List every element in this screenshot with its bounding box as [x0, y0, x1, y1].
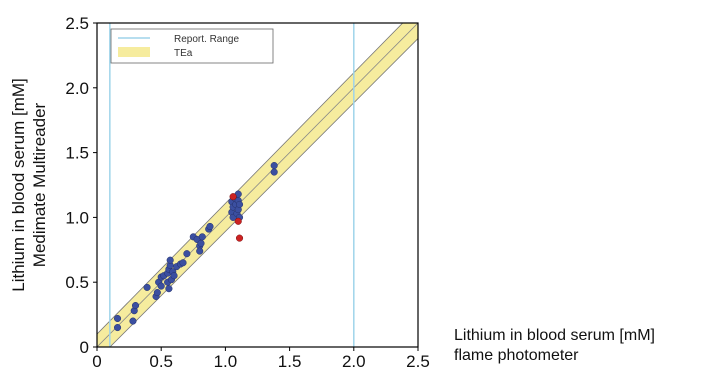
data-point-outlier [229, 193, 237, 201]
data-point [143, 283, 151, 291]
data-point [270, 162, 278, 170]
x-tick-label: 1.0 [214, 352, 238, 370]
y-tick-label: 1.0 [65, 208, 89, 227]
data-point [170, 272, 178, 280]
data-point [183, 250, 191, 258]
legend-box [110, 28, 274, 64]
data-point [198, 233, 206, 241]
x-tick-label: 0 [92, 352, 101, 370]
y-tick-label: 2.0 [65, 79, 89, 98]
data-point [131, 301, 140, 310]
tea-lower-edge [109, 38, 418, 347]
data-point-outlier [235, 234, 244, 242]
x-axis-label: Lithium in blood serum [mM] flame photom… [454, 326, 655, 366]
y-tick-label: 1.5 [65, 144, 89, 163]
x-axis-label-line1: Lithium in blood serum [mM] [454, 327, 655, 344]
plot-area [97, 23, 418, 347]
data-point [165, 285, 173, 293]
data-point [166, 256, 174, 264]
data-point [206, 222, 214, 231]
x-tick-label: 2.0 [342, 352, 366, 370]
y-tick-label: 2.5 [65, 14, 89, 33]
x-axis-label-line2: flame photometer [454, 347, 579, 364]
y-tick-label: 0 [80, 338, 89, 357]
data-point [197, 239, 205, 247]
data-point [153, 289, 161, 297]
data-point [157, 282, 165, 290]
legend-report-range-label: Report. Range [174, 34, 239, 45]
y-axis-label-line2: Medimate Multireader [30, 102, 49, 267]
data-point [235, 200, 244, 208]
data-point [179, 259, 187, 267]
data-point-outlier [234, 217, 242, 225]
legend-tea-swatch [118, 47, 150, 57]
y-axis-label-line1: Lithium in blood serum [mM] [9, 78, 28, 292]
x-tick-label: 1.5 [278, 352, 302, 370]
y-tick-label: 0.5 [65, 273, 89, 292]
x-tick-label: 2.5 [406, 352, 430, 370]
tea-upper-edge [97, 23, 404, 335]
x-tick-label: 0.5 [149, 352, 173, 370]
plot-frame [96, 22, 419, 348]
legend-tea-label: TEa [174, 48, 193, 59]
data-point [270, 168, 278, 176]
data-point [113, 314, 122, 323]
identity-line [97, 23, 418, 347]
legend: Report. Range TEa [110, 28, 274, 64]
data-point [113, 324, 122, 332]
data-point [129, 317, 137, 325]
data-point [196, 247, 204, 255]
axis-ticks: 0 0.5 1.0 1.5 2.0 2.5 0 0.5 1.0 1.5 2.0 2.5 [65, 14, 429, 370]
